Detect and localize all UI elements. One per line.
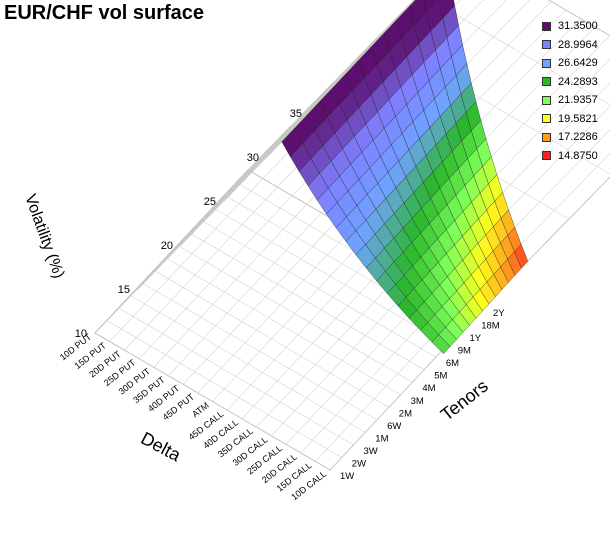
delta-tick-label: ATM — [190, 400, 211, 419]
vol-surface — [281, 0, 529, 355]
z-tick-label: 15 — [118, 284, 130, 296]
tenor-tick-label: 6M — [446, 358, 459, 369]
legend-label: 21.9357 — [558, 94, 598, 107]
tenor-tick-label: 1Y — [470, 333, 482, 344]
legend-label: 17.2286 — [558, 131, 598, 144]
z-tick-label: 10 — [75, 328, 87, 340]
legend-item: 24.2893 — [542, 73, 598, 92]
legend-label: 26.6429 — [558, 57, 598, 70]
legend: 31.3500 28.9964 26.6429 24.2893 21.9357 19.58… — [542, 17, 598, 165]
legend-swatch — [542, 95, 551, 105]
legend-label: 19.5821 — [558, 112, 598, 125]
legend-item: 31.3500 — [542, 17, 598, 36]
tenor-tick-label: 4M — [422, 383, 435, 394]
y-axis-label: Tenors — [437, 376, 492, 425]
z-tick-label: 30 — [247, 152, 259, 164]
x-axis-label: Delta — [138, 428, 185, 466]
legend-label: 14.8750 — [558, 149, 598, 162]
legend-item: 19.5821 — [542, 110, 598, 129]
tenor-tick-label: 3M — [411, 396, 424, 407]
legend-swatch — [542, 21, 551, 31]
legend-item: 26.6429 — [542, 54, 598, 73]
legend-item: 21.9357 — [542, 91, 598, 110]
legend-item: 14.8750 — [542, 147, 598, 166]
z-tick-label: 25 — [204, 196, 216, 208]
legend-item: 17.2286 — [542, 128, 598, 147]
legend-label: 31.3500 — [558, 20, 598, 33]
z-axis-label: Volatility (%) — [21, 192, 67, 281]
legend-swatch — [542, 58, 551, 68]
surface-cell — [431, 334, 451, 355]
tenor-tick-label: 5M — [434, 371, 447, 382]
legend-swatch — [542, 114, 551, 124]
tenor-tick-label: 3W — [364, 446, 378, 457]
tenor-tick-label: 2W — [352, 459, 366, 470]
tenor-tick-label: 2Y — [493, 308, 505, 319]
chart-title: EUR/CHF vol surface — [4, 2, 205, 24]
legend-label: 28.9964 — [558, 38, 598, 51]
z-tick-label: 35 — [290, 108, 302, 120]
tenor-tick-label: 1M — [375, 433, 388, 444]
tenor-tick-label: 18M — [481, 321, 500, 332]
legend-swatch — [542, 40, 551, 50]
legend-swatch — [542, 77, 551, 87]
legend-swatch — [542, 151, 551, 161]
tenor-tick-label: 1W — [340, 471, 354, 482]
tenor-tick-label: 9M — [458, 346, 471, 357]
z-tick-label: 20 — [161, 240, 173, 252]
tenor-tick-label: 2M — [399, 408, 412, 419]
legend-label: 24.2893 — [558, 75, 598, 88]
legend-item: 28.9964 — [542, 36, 598, 55]
tenor-tick-label: 6W — [387, 421, 401, 432]
legend-swatch — [542, 132, 551, 142]
